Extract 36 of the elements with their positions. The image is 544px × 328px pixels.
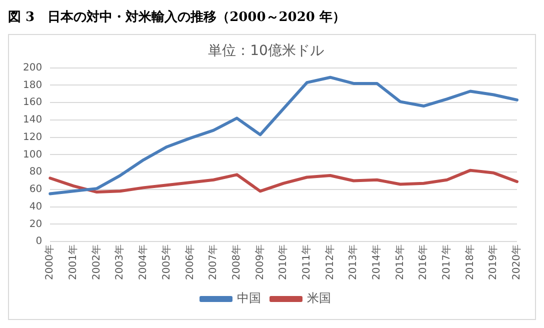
x-tick-label: 2018年 bbox=[464, 244, 476, 280]
x-tick-label: 2015年 bbox=[394, 244, 406, 280]
y-tick-label: 80 bbox=[29, 166, 42, 178]
x-tick-label: 2013年 bbox=[347, 244, 360, 280]
y-tick-label: 100 bbox=[22, 149, 42, 160]
x-tick-label: 2016年 bbox=[417, 244, 430, 280]
chart-title: 図 3 日本の対中・対米輸入の推移（2000～2020 年） bbox=[8, 8, 346, 26]
x-tick-label: 2000年 bbox=[44, 244, 56, 280]
x-tick-label: 2008年 bbox=[230, 244, 242, 280]
y-tick-label: 140 bbox=[22, 114, 42, 126]
x-tick-label: 2003年 bbox=[114, 244, 126, 280]
x-tick-label: 2005年 bbox=[160, 244, 172, 280]
y-tick-label: 60 bbox=[29, 184, 42, 196]
legend-label: 米国 bbox=[307, 291, 331, 306]
x-tick-label: 2019年 bbox=[487, 244, 500, 280]
y-tick-label: 180 bbox=[22, 80, 42, 91]
legend-label: 中国 bbox=[237, 291, 261, 306]
x-tick-label: 2010年 bbox=[277, 244, 290, 280]
x-tick-label: 2011年 bbox=[300, 244, 312, 280]
x-tick-label: 2006年 bbox=[184, 244, 196, 280]
y-tick-label: 160 bbox=[22, 97, 42, 108]
y-tick-label: 20 bbox=[29, 218, 42, 230]
x-tick-label: 2020年 bbox=[510, 244, 523, 280]
x-tick-label: 2007年 bbox=[207, 244, 220, 280]
x-tick-label: 2012年 bbox=[324, 244, 336, 280]
x-tick-label: 2002年 bbox=[90, 244, 102, 280]
x-tick-label: 2009年 bbox=[254, 244, 266, 280]
x-tick-label: 2004年 bbox=[137, 244, 150, 280]
x-tick-label: 2014年 bbox=[370, 244, 383, 280]
y-tick-label: 0 bbox=[36, 236, 42, 248]
y-tick-label: 40 bbox=[29, 201, 42, 212]
x-tick-label: 2017年 bbox=[440, 244, 453, 280]
y-tick-label: 120 bbox=[22, 132, 42, 143]
chart-subtitle: 単位：10億米ドル bbox=[208, 43, 324, 60]
x-tick-label: 2001年 bbox=[67, 244, 80, 280]
y-tick-label: 200 bbox=[22, 62, 42, 74]
